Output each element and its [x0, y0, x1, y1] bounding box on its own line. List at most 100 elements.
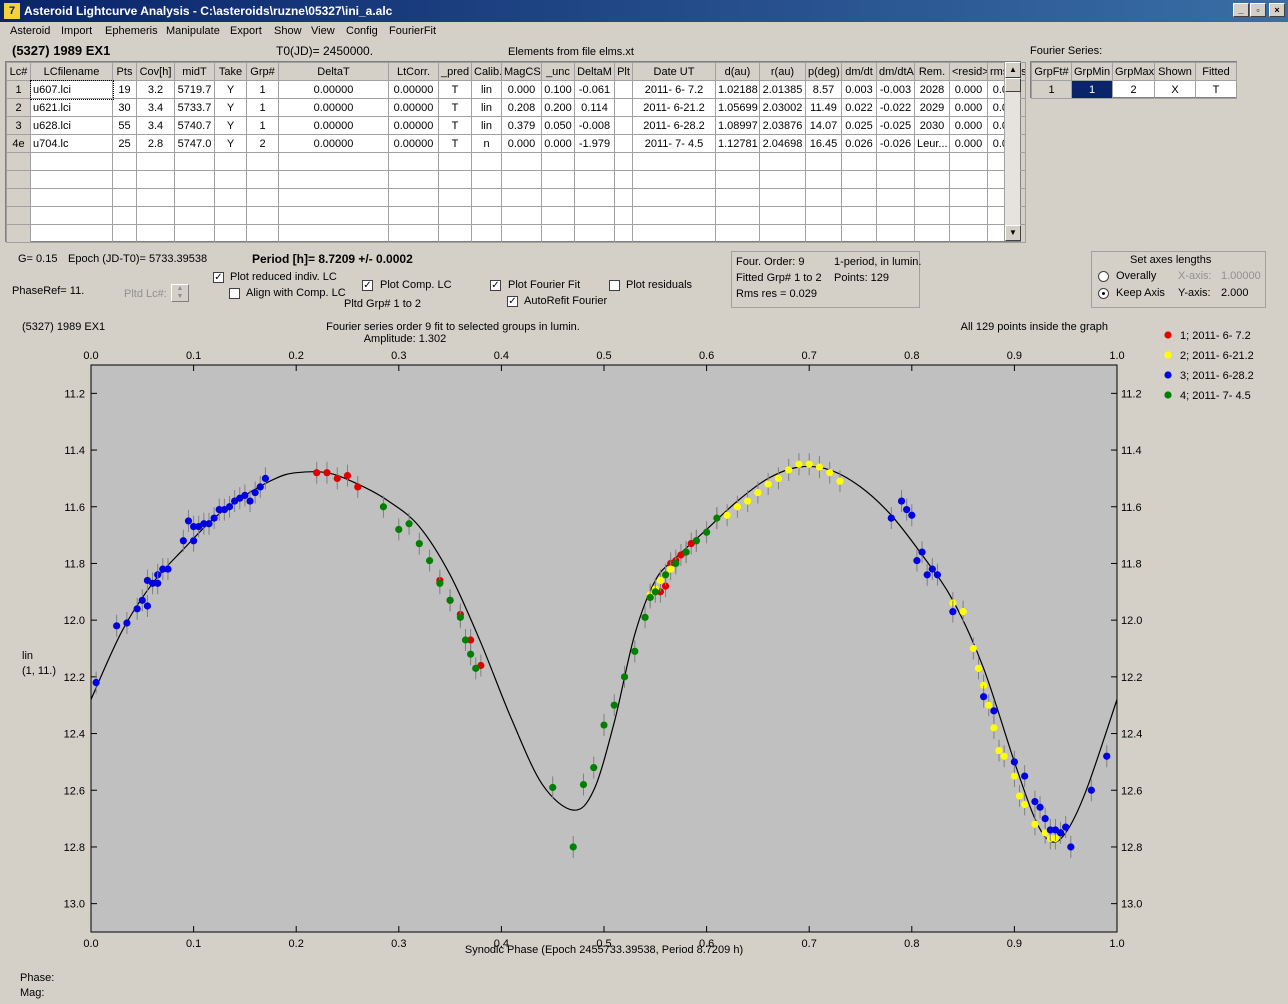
table-cell[interactable]: [876, 224, 915, 243]
column-header[interactable]: DeltaM: [574, 62, 615, 81]
table-cell[interactable]: [438, 206, 472, 225]
table-cell[interactable]: [541, 152, 575, 171]
column-header[interactable]: Grp#: [246, 62, 279, 81]
table-cell[interactable]: [805, 170, 842, 189]
table-cell[interactable]: [614, 152, 633, 171]
scroll-down-button[interactable]: ▼: [1005, 225, 1021, 241]
plot-reduced-checkbox[interactable]: ✓: [213, 272, 224, 283]
table-cell[interactable]: 0.025: [841, 116, 877, 135]
row-header-cell[interactable]: 2: [6, 98, 31, 117]
table-cell[interactable]: 0.114: [574, 98, 615, 117]
column-header[interactable]: p(deg): [805, 62, 842, 81]
table-cell[interactable]: [876, 188, 915, 207]
table-cell[interactable]: [841, 224, 877, 243]
table-cell[interactable]: 2.03876: [759, 116, 806, 135]
table-cell[interactable]: 0.00000: [278, 98, 389, 117]
table-cell[interactable]: [759, 188, 806, 207]
table-cell[interactable]: [30, 170, 113, 189]
table-cell[interactable]: 5740.7: [174, 116, 215, 135]
table-cell[interactable]: [388, 206, 439, 225]
menu-manipulate[interactable]: Manipulate: [166, 25, 220, 37]
table-cell[interactable]: [388, 170, 439, 189]
autorefit-checkbox[interactable]: ✓: [507, 296, 518, 307]
row-header-cell[interactable]: [6, 170, 31, 189]
column-header[interactable]: MagCS: [501, 62, 542, 81]
table-cell[interactable]: Y: [214, 134, 247, 153]
menu-view[interactable]: View: [311, 25, 335, 37]
column-header[interactable]: Lc#: [6, 62, 31, 81]
table-cell[interactable]: [541, 170, 575, 189]
table-cell[interactable]: 0.100: [541, 80, 575, 99]
table-cell[interactable]: u628.lci: [30, 116, 113, 135]
table-cell[interactable]: [574, 188, 615, 207]
table-cell[interactable]: [805, 188, 842, 207]
table-cell[interactable]: 3.2: [136, 80, 175, 99]
table-cell[interactable]: 1: [246, 80, 279, 99]
table-cell[interactable]: -0.025: [876, 116, 915, 135]
table-cell[interactable]: [914, 224, 950, 243]
table-cell[interactable]: [949, 170, 988, 189]
table-cell[interactable]: Leur...: [914, 134, 950, 153]
table-cell[interactable]: [112, 188, 137, 207]
table-cell[interactable]: T: [438, 98, 472, 117]
table-cell[interactable]: 30: [112, 98, 137, 117]
table-cell[interactable]: 2: [246, 134, 279, 153]
table-cell[interactable]: Y: [214, 80, 247, 99]
table-cell[interactable]: 1.05699: [715, 98, 760, 117]
table-cell[interactable]: [876, 170, 915, 189]
table-cell[interactable]: [136, 224, 175, 243]
keep-axis-radio[interactable]: [1098, 288, 1109, 299]
table-cell[interactable]: [30, 206, 113, 225]
table-cell[interactable]: 0.000: [541, 134, 575, 153]
table-cell[interactable]: 0.00000: [388, 134, 439, 153]
fourier-cell[interactable]: X: [1154, 80, 1196, 99]
table-cell[interactable]: 5719.7: [174, 80, 215, 99]
table-cell[interactable]: [632, 188, 716, 207]
minimize-button[interactable]: _: [1233, 3, 1249, 17]
column-header[interactable]: <resid>: [949, 62, 988, 81]
table-cell[interactable]: 0.000: [501, 134, 542, 153]
table-cell[interactable]: [30, 188, 113, 207]
table-cell[interactable]: 25: [112, 134, 137, 153]
column-header[interactable]: r(au): [759, 62, 806, 81]
table-cell[interactable]: [214, 152, 247, 171]
table-cell[interactable]: [438, 224, 472, 243]
table-cell[interactable]: [614, 98, 633, 117]
table-cell[interactable]: 0.026: [841, 134, 877, 153]
table-cell[interactable]: 0.208: [501, 98, 542, 117]
table-cell[interactable]: 2.04698: [759, 134, 806, 153]
table-cell[interactable]: [914, 170, 950, 189]
table-cell[interactable]: [614, 170, 633, 189]
row-header-cell[interactable]: [6, 206, 31, 225]
table-cell[interactable]: 0.00000: [278, 80, 389, 99]
empty-table-row[interactable]: [6, 152, 1026, 171]
table-cell[interactable]: 0.000: [949, 134, 988, 153]
table-cell[interactable]: 2028: [914, 80, 950, 99]
table-cell[interactable]: 5733.7: [174, 98, 215, 117]
table-cell[interactable]: [501, 152, 542, 171]
table-cell[interactable]: 0.00000: [388, 98, 439, 117]
table-cell[interactable]: [174, 188, 215, 207]
scroll-thumb[interactable]: [1005, 78, 1021, 92]
table-cell[interactable]: [501, 188, 542, 207]
row-header-cell[interactable]: 3: [6, 116, 31, 135]
table-cell[interactable]: [501, 224, 542, 243]
overally-radio[interactable]: [1098, 271, 1109, 282]
table-cell[interactable]: [574, 152, 615, 171]
column-header[interactable]: Plt: [614, 62, 633, 81]
table-cell[interactable]: [214, 206, 247, 225]
table-cell[interactable]: -1.979: [574, 134, 615, 153]
table-cell[interactable]: [715, 152, 760, 171]
table-cell[interactable]: [614, 80, 633, 99]
table-cell[interactable]: 3.4: [136, 98, 175, 117]
table-cell[interactable]: [541, 188, 575, 207]
table-cell[interactable]: [632, 152, 716, 171]
table-cell[interactable]: [471, 206, 502, 225]
pltd-lc-spinner[interactable]: ▲ ▼: [171, 284, 189, 302]
table-cell[interactable]: 0.000: [949, 116, 988, 135]
lightcurve-chart[interactable]: (5327) 1989 EX1 Fourier series order 9 f…: [18, 312, 1270, 962]
table-cell[interactable]: [136, 170, 175, 189]
table-cell[interactable]: u607.lci: [29, 79, 114, 100]
table-cell[interactable]: [388, 224, 439, 243]
table-cell[interactable]: Y: [214, 116, 247, 135]
